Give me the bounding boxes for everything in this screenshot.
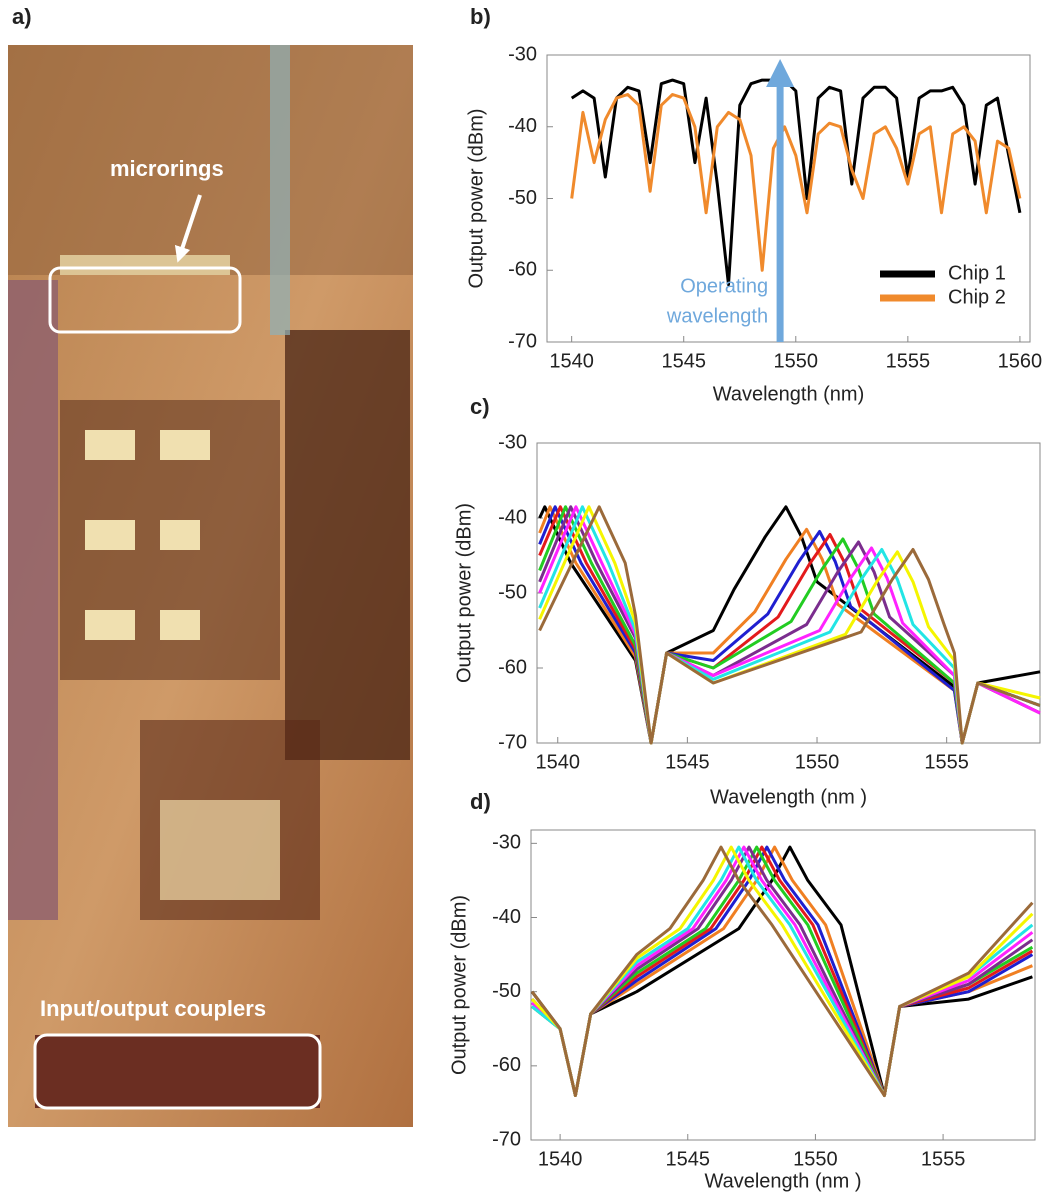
series-line [572, 95, 1020, 271]
panel-label: b) [470, 4, 491, 29]
y-axis-label: Output power (dBm) [448, 895, 470, 1075]
y-tick-label: -30 [492, 832, 521, 854]
annotation-text: Operating [680, 275, 768, 297]
x-axis-label: Wavelength (nm) [713, 383, 865, 405]
y-tick-label: -30 [498, 431, 527, 453]
y-tick-label: -60 [498, 656, 527, 678]
x-tick-label: 1555 [921, 1148, 966, 1170]
legend-label: Chip 2 [948, 286, 1006, 308]
y-axis-label: Output power (dBm) [465, 108, 487, 288]
y-tick-label: -50 [508, 187, 537, 209]
y-tick-label: -40 [508, 115, 537, 137]
y-tick-label: -40 [492, 906, 521, 928]
x-axis-label: Wavelength (nm ) [710, 786, 867, 808]
y-tick-label: -30 [508, 43, 537, 65]
x-tick-label: 1550 [774, 350, 819, 372]
y-tick-label: -70 [498, 731, 527, 753]
y-tick-label: -50 [498, 581, 527, 603]
x-tick-label: 1550 [795, 751, 840, 773]
x-tick-label: 1545 [666, 1148, 711, 1170]
x-axis-label: Wavelength (nm ) [704, 1170, 861, 1192]
y-axis-label: Output power (dBm) [453, 503, 475, 683]
annotation-text: wavelength [666, 305, 768, 327]
x-tick-label: 1555 [924, 751, 969, 773]
y-tick-label: -60 [492, 1054, 521, 1076]
series-line [532, 847, 1032, 1095]
x-tick-label: 1545 [665, 751, 710, 773]
panel-label: c) [470, 394, 490, 419]
y-tick-label: -60 [508, 259, 537, 281]
y-tick-label: -70 [508, 330, 537, 352]
x-tick-label: 1555 [886, 350, 931, 372]
x-tick-label: 1540 [538, 1148, 583, 1170]
chip-photo: a) microrings Input/output couplers [8, 4, 413, 1127]
x-tick-label: 1550 [793, 1148, 838, 1170]
x-tick-label: 1545 [661, 350, 706, 372]
panel-label: d) [470, 789, 491, 814]
figure: a) microrings Input/output couplers b) -7… [0, 0, 1052, 1194]
panel-label: a) [12, 4, 32, 29]
y-tick-label: -70 [492, 1128, 521, 1150]
x-tick-label: 1540 [535, 751, 580, 773]
annotation: Input/output couplers [40, 996, 266, 1021]
legend-label: Chip 1 [948, 262, 1006, 284]
y-tick-label: -40 [498, 506, 527, 528]
y-tick-label: -50 [492, 980, 521, 1002]
annotation: microrings [110, 156, 224, 181]
x-tick-label: 1560 [998, 350, 1043, 372]
x-tick-label: 1540 [549, 350, 594, 372]
